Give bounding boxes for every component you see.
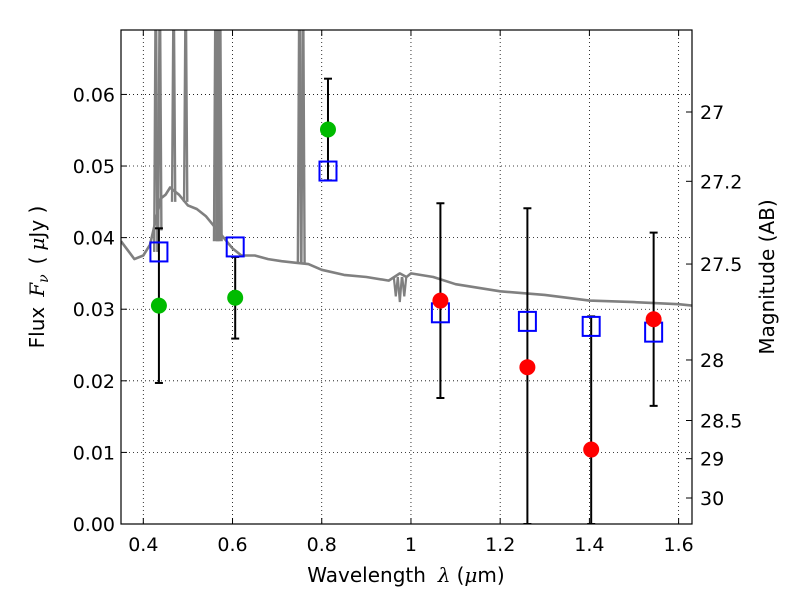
magnitude-axis-ticks: 27 27.2 27.5 28 28.5 29 30 bbox=[686, 102, 742, 510]
emission-line bbox=[296, 30, 303, 263]
model-spectrum-line bbox=[121, 186, 692, 307]
model-flux-square bbox=[149, 241, 169, 263]
model-spectrum-layer bbox=[121, 30, 692, 307]
x-tick-label: 0.8 bbox=[307, 534, 337, 556]
magnitude-axis-title: Magnitude (AB) bbox=[755, 199, 779, 354]
plot-frame bbox=[120, 29, 693, 525]
y-tick-label: 0.06 bbox=[73, 84, 115, 106]
y-axis-ticks: 0.00 0.01 0.02 0.03 0.04 0.05 0.06 bbox=[73, 84, 127, 536]
magnitude-tick-label: 28 bbox=[700, 350, 724, 372]
y-tick-label: 0.05 bbox=[73, 156, 115, 178]
x-tick-label: 1.4 bbox=[574, 534, 604, 556]
emission-line bbox=[157, 30, 163, 231]
magnitude-tick-label: 27 bbox=[700, 102, 724, 124]
y-tick-label: 0.02 bbox=[73, 371, 115, 393]
x-tick-label: 1 bbox=[405, 534, 417, 556]
emission-line bbox=[182, 30, 189, 202]
x-axis-title: Wavelength λ (μm) bbox=[307, 563, 504, 587]
y-tick-label: 0.00 bbox=[73, 514, 115, 536]
y-tick-label: 0.04 bbox=[73, 228, 115, 250]
emission-line bbox=[300, 30, 306, 263]
emission-line bbox=[170, 30, 177, 202]
observed-point-layer bbox=[150, 121, 662, 458]
observed-flux-point bbox=[319, 121, 336, 138]
model-flux-square bbox=[581, 315, 601, 337]
observed-flux-point bbox=[227, 289, 244, 306]
observed-flux-point bbox=[645, 311, 662, 328]
observed-flux-point bbox=[583, 441, 600, 458]
emission-line bbox=[217, 30, 223, 242]
x-tick-label: 1.6 bbox=[664, 534, 694, 556]
absorption-line bbox=[401, 276, 408, 297]
absorption-line bbox=[396, 276, 403, 303]
observed-flux-point bbox=[519, 359, 536, 376]
absorption-line bbox=[392, 276, 399, 297]
magnitude-tick-label: 27.2 bbox=[700, 171, 742, 193]
y-tick-label: 0.03 bbox=[73, 299, 115, 321]
y-axis-title: FluxFν(μJy ) bbox=[25, 206, 52, 349]
magnitude-tick-label: 30 bbox=[700, 488, 724, 510]
magnitude-tick-label: 29 bbox=[700, 449, 724, 471]
emission-line bbox=[152, 30, 159, 252]
x-tick-label: 0.6 bbox=[217, 534, 247, 556]
y-tick-label: 0.01 bbox=[73, 442, 115, 464]
x-tick-label: 0.4 bbox=[128, 534, 158, 556]
magnitude-tick-label: 27.5 bbox=[700, 254, 742, 276]
observed-flux-point bbox=[150, 297, 167, 314]
magnitude-tick-label: 28.5 bbox=[700, 411, 742, 433]
observed-flux-point bbox=[432, 292, 449, 309]
model-flux-square bbox=[318, 160, 338, 182]
model-flux-square bbox=[517, 310, 537, 332]
x-axis-ticks: 0.4 0.6 0.8 1 1.2 1.4 1.6 bbox=[128, 30, 694, 556]
x-tick-label: 1.2 bbox=[485, 534, 515, 556]
model-flux-square bbox=[225, 236, 245, 258]
